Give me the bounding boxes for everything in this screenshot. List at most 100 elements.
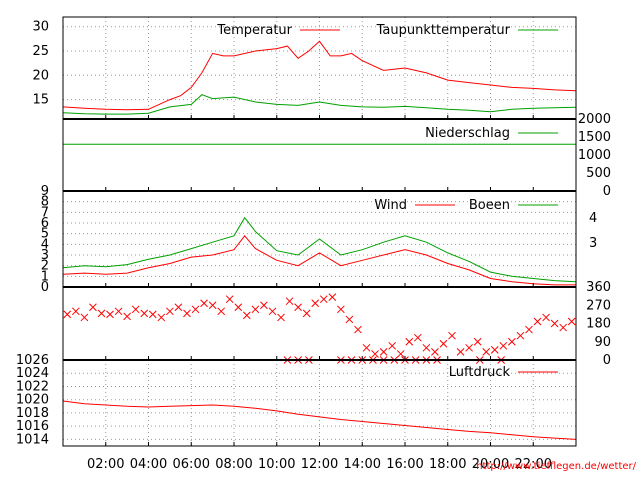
pressure-y-tick-label: 1022: [16, 379, 49, 394]
winddir-point: [465, 343, 473, 352]
pressure-y-tick-label: 1018: [16, 406, 49, 421]
winddir-point: [140, 309, 149, 318]
wind-y-tick-label: 5: [41, 227, 49, 242]
pressure-line: [62, 400, 577, 440]
winddir-point: [431, 348, 439, 356]
winddir-point: [533, 317, 542, 326]
wind-y-tick-label: 1: [41, 269, 49, 284]
x-tick-label: 22:00: [515, 457, 552, 472]
wind-y-tick-label: 3: [41, 248, 49, 263]
wind-y-tick-label: 0: [41, 280, 49, 295]
winddir-point: [251, 305, 260, 314]
winddir-point: [234, 303, 243, 312]
winddir-point: [456, 348, 465, 356]
dir-y-tick-label: 180: [586, 317, 611, 332]
winddir-point: [97, 309, 106, 318]
winddir-point: [208, 301, 217, 310]
temp-y-tick-label: 25: [32, 44, 49, 59]
winddir-point: [123, 312, 131, 321]
x-tick-label: 12:00: [301, 457, 338, 472]
winddir-point: [362, 343, 371, 352]
dir-y-tick-label: 270: [586, 298, 611, 313]
legend-temperatur-label: Temperatur: [216, 23, 292, 38]
winddir-point: [516, 331, 525, 340]
legend-boeen-label: Boeen: [469, 198, 510, 213]
winddir-point: [285, 297, 294, 306]
winddir-point: [422, 343, 431, 352]
x-tick-label: 14:00: [344, 457, 381, 472]
winddir-point: [482, 348, 491, 356]
x-tick-label: 02:00: [87, 457, 124, 472]
winddir-point: [294, 303, 302, 312]
gust-line: [62, 216, 577, 283]
winddir-point: [114, 307, 123, 316]
winddir-point: [277, 313, 285, 322]
legend-luftdruck-label: Luftdruck: [449, 365, 511, 380]
winddir-point: [131, 305, 140, 314]
x-tick-label: 20:00: [472, 457, 509, 472]
winddir-point: [550, 319, 559, 328]
wind-y-tick-label: 9: [41, 184, 49, 199]
winddir-point: [242, 311, 251, 320]
winddir-point: [448, 331, 456, 340]
winddir-point: [490, 346, 499, 354]
x-tick-label: 04:00: [130, 457, 167, 472]
winddir-point: [191, 305, 200, 314]
temp-y-tick-label: 15: [32, 93, 49, 108]
dir-y-tick-label: 90: [594, 335, 611, 350]
winddir-point: [371, 350, 379, 358]
x-tick-label: 18:00: [429, 457, 466, 472]
winddir-point: [260, 301, 268, 310]
wind-y-tick-label: 8: [41, 195, 49, 210]
pressure-y-tick-label: 1020: [16, 393, 49, 408]
precip-y-tick-label: 500: [586, 166, 611, 181]
x-tick-label: 06:00: [173, 457, 210, 472]
dir-y-tick-label: 0: [603, 353, 611, 368]
winddir-point: [106, 310, 114, 319]
wind-line: [62, 235, 576, 286]
precip-y-tick-label: 0: [603, 184, 611, 199]
temperature-line: [62, 40, 577, 111]
winddir-point: [559, 323, 568, 332]
winddir-point: [473, 337, 482, 346]
temp-y-tick-label: 30: [32, 20, 49, 35]
winddir-point: [200, 299, 208, 308]
winddir-point: [413, 333, 422, 342]
winddir-point: [328, 293, 337, 301]
dewpoint-line: [62, 94, 577, 115]
winddir-point: [89, 303, 97, 312]
winddir-point: [396, 350, 405, 358]
wind-y2-tick-label: 3: [589, 236, 597, 251]
x-tick-label: 08:00: [215, 457, 252, 472]
winddir-point: [157, 313, 166, 322]
precip-y-tick-label: 2000: [578, 112, 611, 127]
precip-y-tick-label: 1500: [578, 130, 611, 145]
winddir-point: [166, 307, 174, 316]
winddir-point: [302, 309, 311, 318]
winddir-point: [345, 315, 354, 324]
winddir-point: [542, 313, 550, 322]
winddir-point: [183, 309, 191, 318]
precip-y-tick-label: 1000: [578, 148, 611, 163]
winddir-point: [508, 337, 516, 346]
winddir-point: [268, 307, 277, 316]
wind-y-tick-label: 2: [41, 259, 49, 274]
winddir-point: [439, 339, 448, 348]
pressure-y-tick-label: 1016: [16, 419, 49, 434]
winddir-point: [71, 307, 80, 316]
pressure-y-tick-label: 1014: [16, 432, 49, 447]
x-tick-label: 10:00: [258, 457, 295, 472]
winddir-point: [319, 295, 328, 304]
winddir-point: [405, 337, 414, 346]
winddir-point: [148, 310, 157, 319]
wind-y2-tick-label: 4: [589, 211, 597, 226]
winddir-point: [225, 295, 234, 304]
footer-url[interactable]: http://www.tiefflegen.de/wetter/: [476, 461, 636, 472]
winddir-point: [80, 313, 89, 322]
winddir-point: [525, 325, 533, 334]
winddir-point: [388, 341, 397, 350]
pressure-y-tick-label: 1026: [16, 353, 49, 368]
temp-y-tick-label: 20: [32, 68, 49, 83]
